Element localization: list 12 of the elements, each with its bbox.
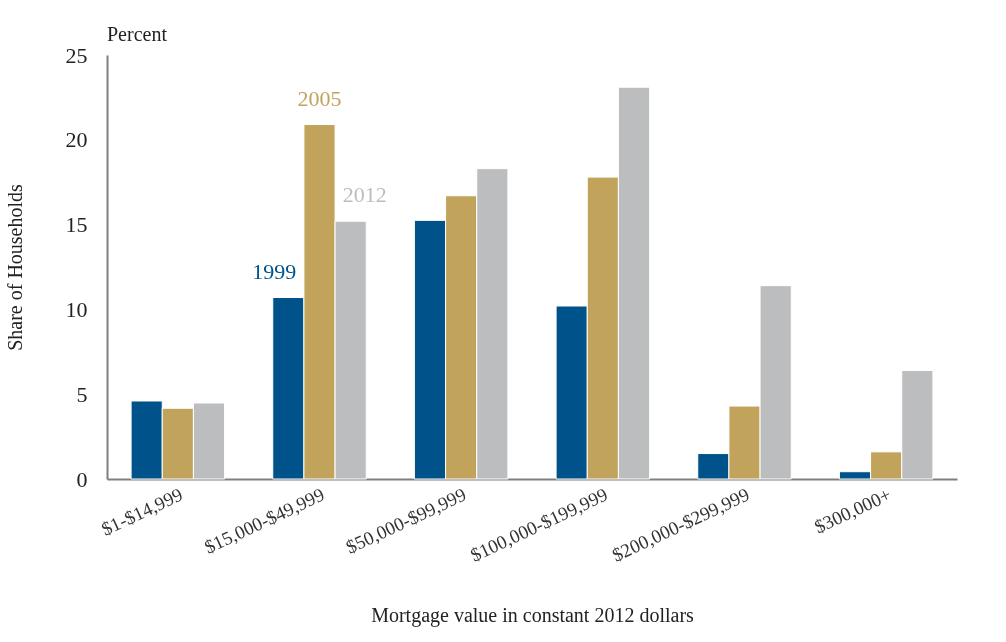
y-tick-label: 0 — [76, 466, 88, 492]
text: Percent — [107, 23, 168, 45]
y-tick-label: 15 — [65, 212, 88, 238]
y-tick-label: 10 — [65, 296, 88, 322]
y-axis-title: Share of Households — [3, 183, 26, 351]
series-label: 2005 — [297, 85, 342, 111]
series-label: 2012 — [342, 182, 387, 208]
series-label: 1999 — [252, 258, 297, 284]
y-tick-label: 20 — [65, 127, 88, 153]
y-tick-label: 25 — [65, 42, 88, 68]
y-tick-label: 5 — [76, 381, 88, 407]
x-axis-title: Mortgage value in constant 2012 dollars — [371, 603, 695, 627]
